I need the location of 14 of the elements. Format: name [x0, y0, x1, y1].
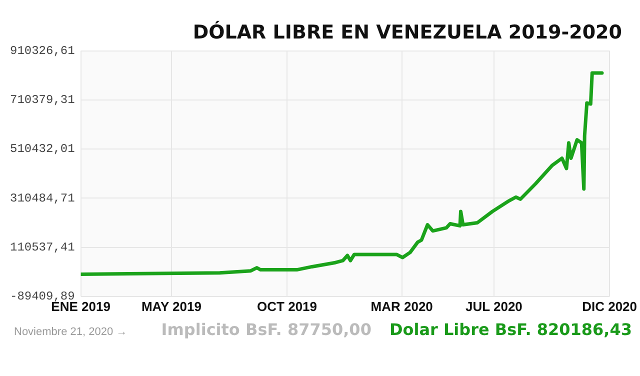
y-tick-label: 510432,01 — [10, 142, 75, 156]
y-tick-label: 710379,31 — [10, 93, 75, 108]
y-tick-label: 310484,71 — [10, 191, 75, 206]
x-tick-label: JUL 2020 — [466, 298, 522, 314]
text: Implicito BsF. 87750,00 — [161, 320, 372, 339]
text: Noviembre 21, 2020 → — [14, 326, 128, 338]
x-tick-label: MAR 2020 — [370, 298, 433, 314]
x-tick-label: MAY 2019 — [141, 298, 202, 314]
text: Dolar Libre BsF. 820186,43 — [389, 320, 632, 339]
y-tick-label: 910326,61 — [10, 44, 75, 58]
chart-title: DÓLAR LIBRE EN VENEZUELA 2019-2020 — [192, 20, 622, 44]
y-tick-label: 110537,41 — [10, 240, 75, 254]
x-tick-label: DIC 2020 — [582, 298, 637, 314]
x-tick-label: OCT 2019 — [257, 298, 318, 314]
